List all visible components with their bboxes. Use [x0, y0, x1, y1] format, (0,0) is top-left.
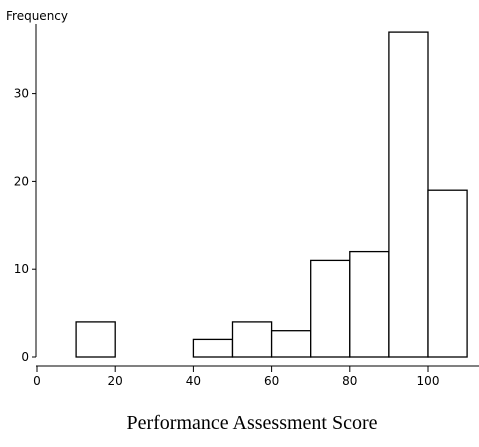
- histogram-bar-50-60: [231, 321, 273, 358]
- histogram-bar-10-20: [75, 321, 116, 358]
- x-tick-label: 0: [33, 374, 41, 388]
- x-tick-label: 100: [417, 374, 440, 388]
- y-tick-label: 10: [14, 262, 29, 276]
- histogram-bar-100-110: [427, 189, 468, 358]
- histogram-bar-80-90: [349, 250, 390, 358]
- histogram-bar-90-100: [388, 31, 429, 358]
- y-tick-label: 0: [21, 350, 29, 364]
- x-tick-label: 60: [264, 374, 279, 388]
- x-axis-label: Performance Assessment Score: [126, 412, 377, 434]
- x-tick-label: 20: [108, 374, 123, 388]
- histogram-bar-70-80: [310, 259, 351, 358]
- y-ticks-group: 0 10 20 30: [14, 87, 36, 364]
- histogram-bar-60-70: [270, 330, 312, 358]
- x-tick-label: 80: [342, 374, 357, 388]
- x-ticks-group: 0 20 40 60 80 100: [33, 366, 439, 388]
- y-tick-label: 20: [14, 174, 29, 188]
- histogram-bar-40-50: [192, 338, 234, 358]
- y-tick-label: 30: [14, 87, 29, 101]
- bars-group: [75, 31, 468, 358]
- x-tick-label: 40: [186, 374, 201, 388]
- y-axis-label: Frequency: [6, 9, 68, 23]
